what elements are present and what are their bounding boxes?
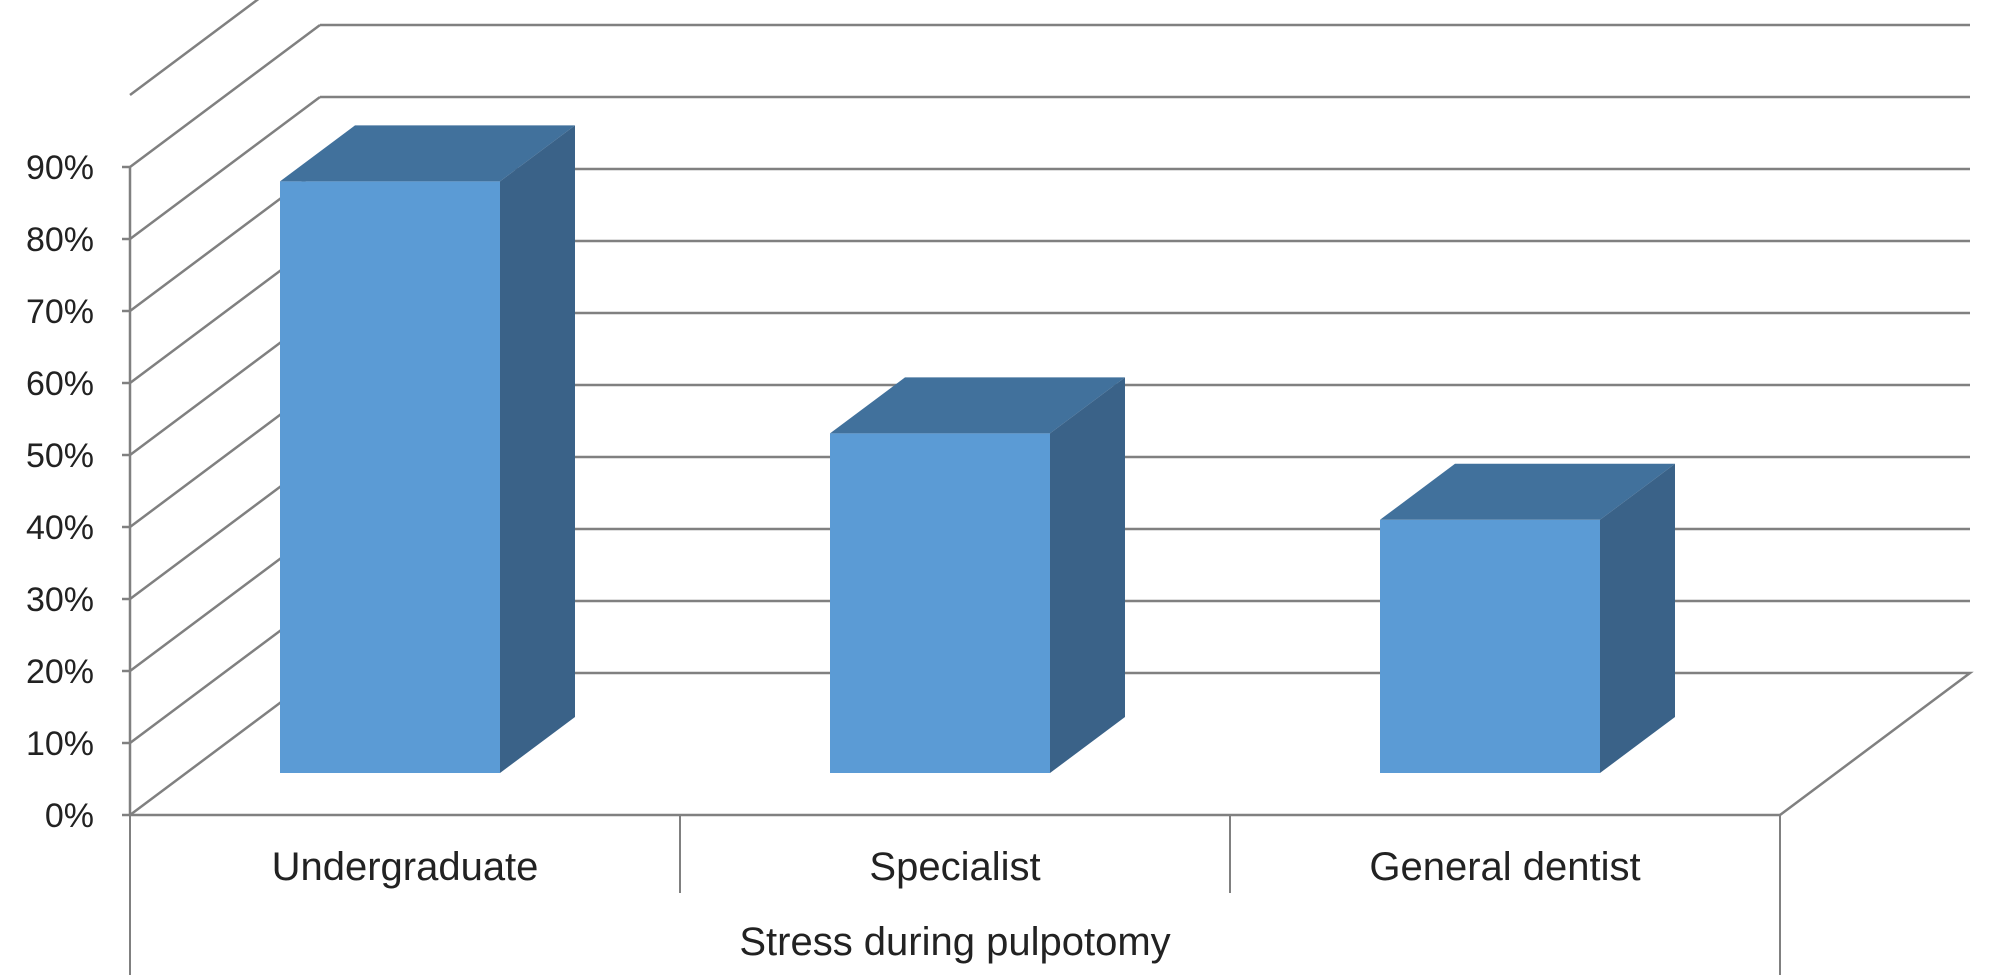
bar-front-face (1380, 519, 1600, 773)
y-tick-label: 40% (26, 509, 94, 547)
y-axis-tick-labels: 0% 10% 20% 30% 40% 50% 60% 70% 80% 90% (26, 149, 130, 835)
x-tick-label: Undergraduate (272, 845, 539, 889)
x-axis: Undergraduate Specialist General dentist (129, 813, 1781, 975)
y-tick-label: 70% (26, 293, 94, 331)
y-tick-label: 60% (26, 365, 94, 403)
bar-side-face (1600, 463, 1675, 773)
bar-top-face (1380, 463, 1675, 520)
y-tick-label: 0% (45, 797, 94, 835)
bar-2 (1380, 463, 1675, 773)
bar-0 (280, 125, 575, 773)
y-tick-label: 30% (26, 581, 94, 619)
bars (280, 125, 1675, 773)
bar-top-face (280, 125, 575, 182)
y-tick-label: 80% (26, 221, 94, 259)
bar-side-face (500, 125, 575, 773)
x-axis-group-label: Stress during pulpotomy (739, 920, 1170, 964)
y-tick-label: 10% (26, 725, 94, 763)
side-wall-gridline (129, 95, 321, 241)
bar-side-face (1050, 377, 1125, 773)
y-tick-label: 90% (26, 149, 94, 187)
side-wall-gridline (129, 0, 260, 97)
bar-front-face (830, 433, 1050, 773)
bar-front-face (280, 181, 500, 773)
y-tick-label: 50% (26, 437, 94, 475)
bar-1 (830, 377, 1125, 773)
side-wall-gridline (129, 23, 321, 169)
x-tick-label: General dentist (1369, 845, 1640, 889)
y-tick-label: 20% (26, 653, 94, 691)
bar-top-face (830, 377, 1125, 434)
x-tick-label: Specialist (869, 845, 1040, 889)
